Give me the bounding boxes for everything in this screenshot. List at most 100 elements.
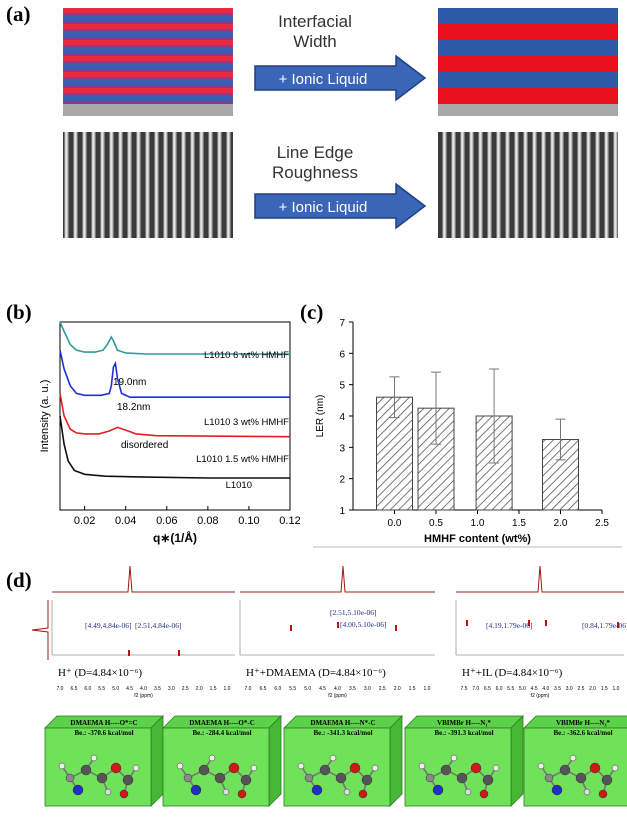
atom <box>90 754 98 762</box>
panel-a-graphics: + Ionic Liquid + Ionic Liquid <box>63 8 618 238</box>
atom <box>176 762 184 770</box>
atom <box>456 772 468 784</box>
atom <box>110 762 122 774</box>
layer <box>63 48 233 56</box>
atom <box>119 789 129 799</box>
y-axis-label: LER (nm) <box>315 395 326 438</box>
substrate <box>438 104 618 116</box>
x-tick-label: 0.5 <box>429 518 443 529</box>
substrate <box>63 104 233 116</box>
atom <box>80 764 92 776</box>
nmr-tick: 7.5 <box>461 686 468 692</box>
atom <box>122 774 134 786</box>
box-title: DMAEMA H----N*-C <box>310 719 375 727</box>
atom <box>361 774 373 786</box>
nmr-tick: 6.5 <box>484 686 491 692</box>
y-tick-label: 7 <box>339 318 345 329</box>
blended-layers <box>63 8 233 116</box>
nmr-caption: H⁺ (D=4.84×10⁻⁶) <box>58 667 142 679</box>
caption-line: Line Edge <box>276 143 354 162</box>
peak <box>528 620 530 626</box>
atom <box>470 762 482 774</box>
nmr-axis-label: f2 (ppm) <box>134 693 153 699</box>
series-line <box>59 321 290 355</box>
atom <box>492 764 500 772</box>
atom <box>132 764 140 772</box>
peak-label: [4.00,5.10e-06] <box>340 620 386 629</box>
nmr-tick: 4.0 <box>542 686 549 692</box>
nmr-caption: H⁺+DMAEMA (D=4.84×10⁻⁶) <box>246 667 386 679</box>
atom <box>297 762 305 770</box>
layer <box>438 8 618 24</box>
nmr-tick: 5.5 <box>98 686 105 692</box>
arrow-label: + Ionic Liquid <box>279 199 368 216</box>
atom <box>575 772 587 784</box>
peak-label: [4.19,1.79e-06] <box>486 621 532 630</box>
nmr-axis-label: f2 (ppm) <box>531 693 550 699</box>
x-tick-label: 1.5 <box>512 518 526 529</box>
peak <box>128 650 130 656</box>
nmr-tick: 6.5 <box>259 686 266 692</box>
atom <box>237 789 247 799</box>
atom <box>432 784 444 796</box>
box-title: DMAEMA H----O*=C <box>70 719 137 727</box>
box-energy: Be.: -362.6 kcal/mol <box>553 729 612 737</box>
nmr-tick: 5.5 <box>507 686 514 692</box>
caption-line: Width <box>293 32 337 51</box>
sem-image-rough <box>63 132 233 238</box>
layer <box>63 64 233 72</box>
x-tick-label: 0.10 <box>238 515 259 527</box>
atom <box>250 764 258 772</box>
atom <box>304 773 314 783</box>
layer <box>63 32 233 40</box>
layer <box>438 88 618 104</box>
y-tick-label: 5 <box>339 381 345 392</box>
nmr-tick: 3.0 <box>566 686 573 692</box>
molecule-box: DMAEMA H----N*-C Be.: -341.3 kcal/mol <box>283 715 403 807</box>
caption-interfacial: Interfacial Width <box>240 12 390 52</box>
atom <box>371 764 379 772</box>
atom <box>104 788 112 796</box>
nmr-tick: 6.0 <box>496 686 503 692</box>
caption-ler: Line Edge Roughness <box>240 143 390 183</box>
atom <box>425 773 435 783</box>
box-side <box>510 715 524 807</box>
peak <box>178 650 180 656</box>
series-label: L1010 <box>226 480 252 491</box>
nmr-panel: [4.49,4.84e-06] [2.51,4.84e-06] H⁺ (D=4.84… <box>31 565 235 699</box>
atom <box>464 788 472 796</box>
atom <box>479 789 489 799</box>
atom <box>358 789 368 799</box>
x-tick-label: 0.06 <box>156 515 177 527</box>
nmr-tick: 2.5 <box>379 686 386 692</box>
atom <box>343 788 351 796</box>
y-tick-label: 2 <box>339 475 345 486</box>
nmr-axis-label: f2 (ppm) <box>328 693 347 699</box>
peak <box>466 620 468 626</box>
x-tick-label: 0.04 <box>115 515 136 527</box>
nmr-tick: 4.5 <box>531 686 538 692</box>
y-tick-label: 3 <box>339 443 345 454</box>
box-energy: Be.: -341.3 kcal/mol <box>313 729 372 737</box>
arrow-label: + Ionic Liquid <box>279 71 368 88</box>
atom <box>598 789 608 799</box>
series-label: L1010 3 wt% HMHF <box>204 417 289 428</box>
atom <box>72 784 84 796</box>
atom <box>208 754 216 762</box>
arrow-bottom: + Ionic Liquid <box>254 182 427 230</box>
box-energy: Be.: -370.6 kcal/mol <box>74 729 133 737</box>
nmr-tick: 4.5 <box>319 686 326 692</box>
atom <box>96 772 108 784</box>
peak-label: [0.84,1.79e-06] <box>582 621 627 630</box>
nmr-tick: 1.5 <box>409 686 416 692</box>
atom <box>583 788 591 796</box>
annotation: disordered <box>121 440 168 451</box>
x-tick-label: 1.0 <box>471 518 485 529</box>
nmr-trace-side <box>31 600 49 660</box>
nmr-tick: 6.5 <box>70 686 77 692</box>
nmr-tick: 1.0 <box>224 686 231 692</box>
peak-label: [2.51,5.10e-06] <box>330 608 376 617</box>
